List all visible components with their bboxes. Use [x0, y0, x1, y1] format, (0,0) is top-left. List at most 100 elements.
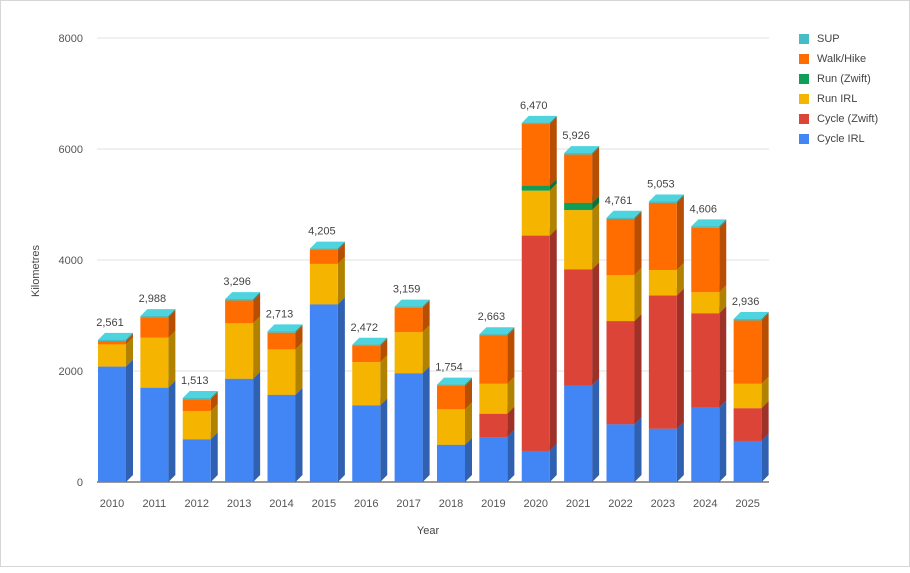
bar-top: [691, 219, 727, 227]
legend-item: Walk/Hike: [799, 49, 878, 69]
bar-side: [380, 339, 388, 363]
bar-segment: [648, 288, 684, 429]
total-label: 5,926: [562, 130, 590, 142]
bar-side: [126, 334, 133, 345]
total-label: 1,754: [435, 362, 463, 374]
bar-front: [521, 124, 550, 186]
bar-top: [733, 312, 769, 320]
legend-swatch: [799, 34, 809, 44]
bar-segment: [733, 312, 769, 321]
bar-front: [225, 299, 254, 301]
bar-front: [98, 341, 126, 345]
bar-side: [337, 256, 345, 305]
bar-front: [691, 226, 720, 228]
bar-segment: [648, 421, 684, 482]
bar-side: [719, 219, 727, 228]
bar-front: [733, 383, 762, 409]
bar-side: [676, 194, 684, 203]
bar-side: [592, 195, 600, 211]
bar-front: [606, 274, 635, 322]
bar-front: [309, 248, 338, 251]
bar-segment: [267, 324, 303, 333]
bar-segment: [564, 262, 600, 386]
bar-segment: [352, 398, 388, 482]
y-tick-label: 0: [77, 477, 83, 489]
bar-top: [98, 332, 133, 340]
y-tick-labels: 0 2000 4000 6000 8000: [59, 33, 83, 489]
bar-segment: [733, 433, 769, 482]
bar-side: [761, 313, 769, 384]
x-tick-label: 2013: [227, 498, 251, 510]
bar-front: [437, 384, 465, 386]
bar-side: [295, 325, 303, 350]
bar-segment: [564, 203, 600, 270]
bar-side: [549, 115, 557, 125]
bar-front: [521, 235, 550, 451]
bar-segment: [140, 330, 176, 388]
bar-front: [648, 428, 677, 482]
x-tick-label: 2020: [524, 498, 548, 510]
bar-segment: [606, 267, 642, 322]
bar-side: [634, 314, 642, 425]
bar-front: [733, 440, 762, 482]
bar-segment: [733, 313, 769, 384]
bar-segment: [98, 359, 133, 482]
bar-segment: [521, 183, 557, 236]
bar-side: [465, 377, 472, 386]
bar-side: [295, 324, 303, 333]
bar-segment: [182, 432, 218, 482]
bar-side: [422, 299, 430, 308]
bar-segment: [437, 377, 472, 386]
bar-front: [352, 346, 381, 363]
bar-segment: [140, 309, 176, 318]
bar-front: [479, 413, 508, 438]
bar-front: [564, 153, 593, 155]
bar-segment: [648, 194, 684, 203]
total-label: 2,663: [478, 311, 506, 323]
x-tick-label: 2010: [100, 498, 124, 510]
bar-side: [295, 387, 303, 482]
total-label: 2,561: [96, 317, 124, 329]
bar-top: [479, 327, 515, 335]
bar-side: [549, 117, 557, 186]
bar-side: [592, 203, 600, 270]
legend-item: Cycle IRL: [799, 129, 878, 149]
x-tick-label: 2021: [566, 498, 590, 510]
bar-side: [676, 288, 684, 429]
bar-segment: [564, 146, 600, 155]
bar-side: [634, 267, 642, 322]
bar-segment: [521, 115, 557, 125]
x-tick-labels: 2010 2011 2012 2013 2014 2015 2016 2017 2018 2019…: [100, 498, 760, 510]
bar-segment: [352, 355, 388, 406]
bar-front: [648, 201, 677, 203]
legend-label: Run (Zwift): [817, 73, 871, 85]
legend-label: Run IRL: [817, 93, 858, 105]
bar-front: [479, 437, 508, 482]
legend-swatch: [799, 134, 809, 144]
bar-side: [126, 359, 133, 482]
bar-top: [267, 324, 303, 332]
bar-front: [309, 304, 338, 482]
bar-side: [634, 210, 642, 219]
bar-side: [761, 376, 769, 409]
bar-side: [592, 262, 600, 386]
bar-front: [733, 320, 762, 384]
bar-side: [634, 417, 642, 482]
bar-side: [126, 332, 133, 342]
bar-front: [564, 154, 593, 203]
bar-front: [98, 339, 126, 342]
bar-side: [380, 355, 388, 406]
legend-item: SUP: [799, 29, 878, 49]
bar-side: [719, 400, 727, 482]
x-tick-label: 2018: [439, 498, 463, 510]
bar-front: [606, 321, 635, 425]
bar-side: [549, 228, 557, 451]
bar-segment: [479, 327, 515, 336]
bar-top: [394, 299, 430, 307]
bar-side: [676, 421, 684, 482]
bar-front: [352, 344, 381, 347]
bar-side: [465, 378, 472, 410]
x-tick-label: 2016: [354, 498, 378, 510]
bar-front: [648, 269, 677, 296]
